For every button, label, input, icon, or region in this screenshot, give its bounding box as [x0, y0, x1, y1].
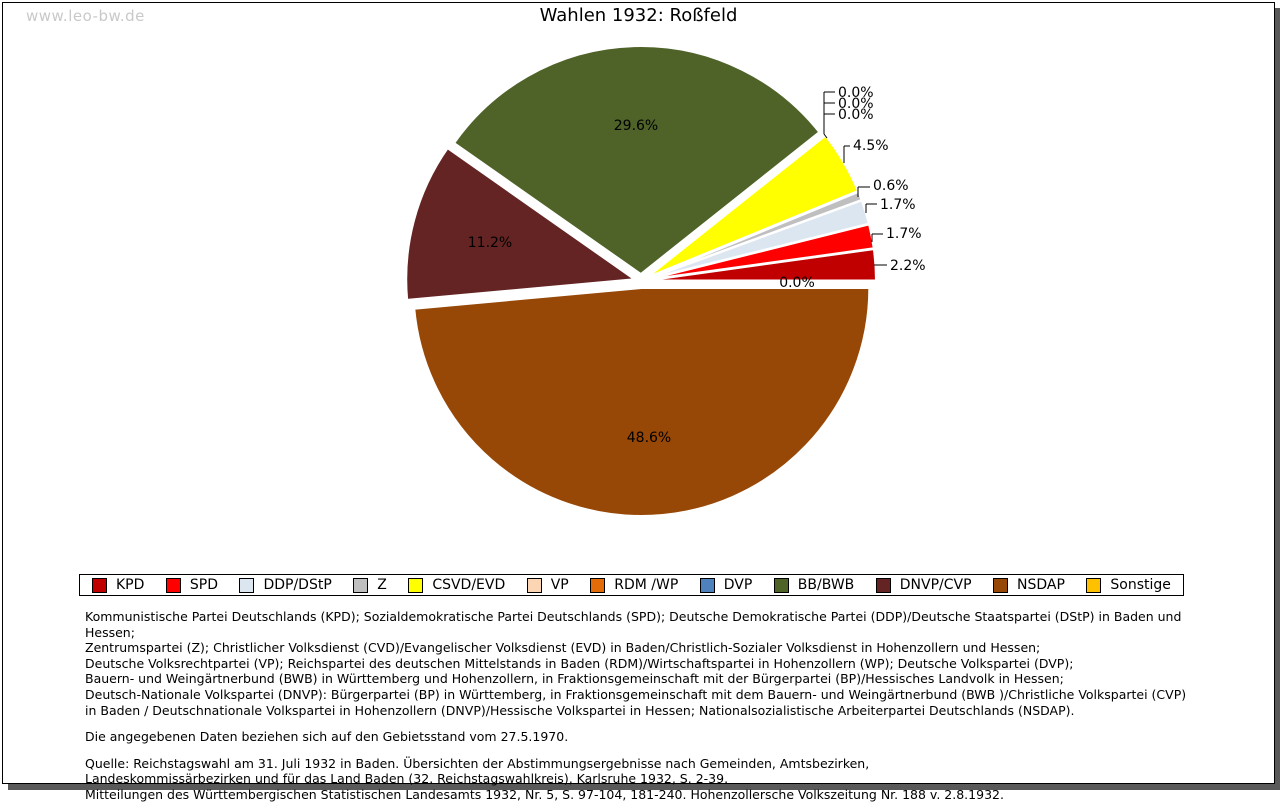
- legend-item-dvp: DVP: [699, 577, 753, 593]
- slice-percentage-label: 1.7%: [880, 197, 916, 213]
- chart-title: Wahlen 1932: Roßfeld: [539, 5, 738, 26]
- legend-label: RDM /WP: [614, 577, 679, 593]
- legend-color-swatch: [590, 577, 606, 593]
- legend-item-csvd-evd: CSVD/EVD: [408, 577, 505, 593]
- party-key-line: Kommunistische Partei Deutschlands (KPD)…: [85, 609, 1182, 640]
- leo-bw-watermark: www.leo-bw.de: [26, 7, 145, 25]
- legend-label: KPD: [116, 577, 145, 593]
- legend-label: NSDAP: [1017, 577, 1065, 593]
- party-key-line: Bauern- und Weingärtnerbund (BWB) in Wür…: [85, 671, 1064, 687]
- source-line: Mitteilungen des Württembergischen Stati…: [85, 786, 1004, 802]
- party-key-line: Deutsch-Nationale Volkspartei (DNVP): Bü…: [85, 686, 1187, 702]
- legend-label: DVP: [723, 577, 753, 593]
- party-key-line: Zentrumspartei (Z); Christlicher Volksdi…: [85, 640, 1041, 656]
- source-line: Quelle: Reichstagswahl am 31. Juli 1932 …: [85, 755, 870, 771]
- legend-color-swatch: [353, 577, 369, 593]
- slice-percentage-label: 0.0%: [838, 96, 874, 112]
- slice-percentage-label: 0.6%: [873, 178, 909, 194]
- legend-item-spd: SPD: [165, 577, 218, 593]
- legend-color-swatch: [526, 577, 542, 593]
- legend-color-swatch: [408, 577, 424, 593]
- source-line: Landeskommissärbezirken und für das Land…: [85, 771, 729, 787]
- slice-percentage-label: 2.2%: [890, 258, 926, 274]
- legend-label: SPD: [189, 577, 218, 593]
- legend-color-swatch: [875, 577, 891, 593]
- legend-color-swatch: [773, 577, 789, 593]
- legend-color-swatch: [1086, 577, 1102, 593]
- source-citation: Quelle: Reichstagswahl am 31. Juli 1932 …: [85, 756, 1215, 803]
- legend-label: Z: [377, 577, 387, 593]
- slice-percentage-label: 4.5%: [853, 138, 889, 154]
- slice-percentage-label: 11.2%: [468, 235, 512, 251]
- slice-percentage-label: 0.0%: [838, 85, 874, 101]
- legend-item-z: Z: [353, 577, 387, 593]
- legend-item-kpd: KPD: [92, 577, 144, 593]
- legend-label: DDP/DStP: [263, 577, 332, 593]
- legend-item-nsdap: NSDAP: [993, 577, 1065, 593]
- slice-percentage-label: 48.6%: [627, 430, 671, 446]
- footer-text: Kommunistische Partei Deutschlands (KPD)…: [85, 609, 1215, 803]
- slice-percentage-label: 29.6%: [614, 118, 658, 134]
- legend-color-swatch: [92, 577, 107, 593]
- legend-label: VP: [550, 577, 569, 593]
- legend-item-bb-bwb: BB/BWB: [773, 577, 855, 593]
- territorial-note: Die angegebenen Daten beziehen sich auf …: [85, 729, 569, 745]
- slice-percentage-label: 0.0%: [779, 275, 815, 291]
- slice-percentage-label: 1.7%: [886, 226, 922, 242]
- party-abbreviation-key: Kommunistische Partei Deutschlands (KPD)…: [85, 609, 1215, 718]
- leader-line: [823, 133, 828, 139]
- legend-label: Sonstige: [1110, 577, 1171, 593]
- chart-legend: KPD SPD DDP/DStP Z CSVD/EVD VP RDM /WP DVP BB/BW…: [79, 574, 1184, 596]
- legend-item-vp: VP: [526, 577, 569, 593]
- legend-label: CSVD/EVD: [432, 577, 506, 593]
- slice-percentage-label: 0.0%: [838, 107, 874, 123]
- legend-color-swatch: [239, 577, 255, 593]
- legend-item-dnvp-cvp: DNVP/CVP: [875, 577, 972, 593]
- legend-item-ddp-dstp: DDP/DStP: [239, 577, 332, 593]
- legend-label: DNVP/CVP: [899, 577, 972, 593]
- legend-color-swatch: [993, 577, 1008, 593]
- legend-item-sonstige: Sonstige: [1086, 577, 1171, 593]
- legend-item-rdm-wp: RDM /WP: [590, 577, 678, 593]
- pie-slice-nsdap: [413, 286, 871, 517]
- pie-slice-dnvp-cvp: [405, 147, 636, 301]
- party-key-line: in Baden / Deutschnationale Volkspartei …: [85, 702, 1075, 718]
- legend-label: BB/BWB: [797, 577, 855, 593]
- pie-chart: 2.2%1.7%1.7%0.6%4.5%0.0%0.0%0.0%29.6%11.…: [405, 45, 926, 517]
- legend-color-swatch: [699, 577, 715, 593]
- party-key-line: Deutsche Volksrechtpartei (VP); Reichspa…: [85, 655, 1074, 671]
- legend-color-swatch: [165, 577, 181, 593]
- pie-slice-bb-bwb: [453, 45, 821, 276]
